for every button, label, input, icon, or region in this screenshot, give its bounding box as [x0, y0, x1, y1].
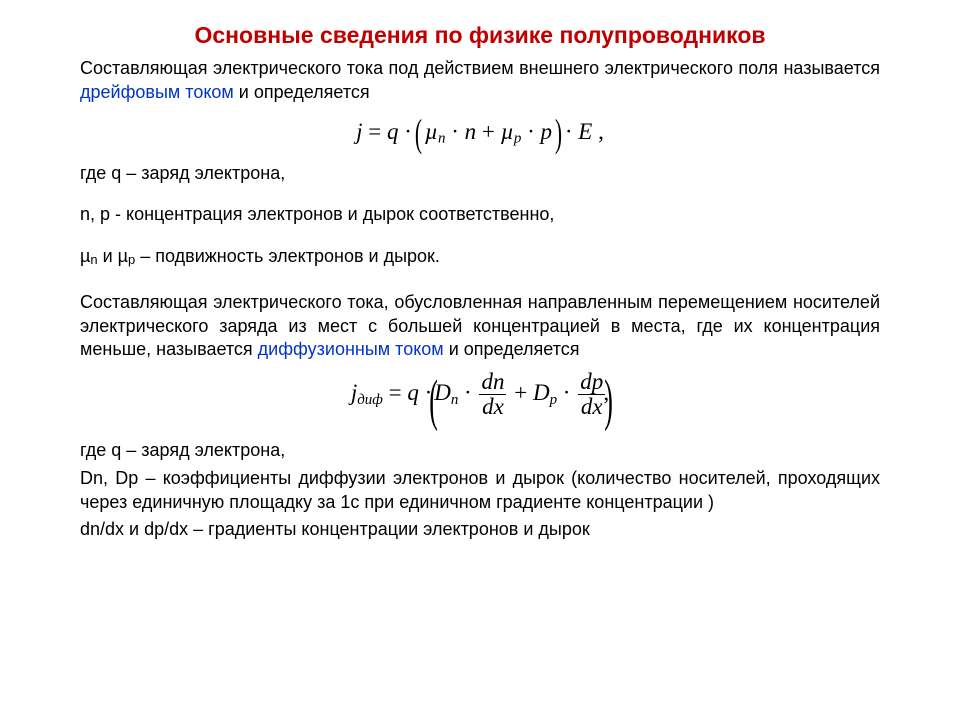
eq2-dx2: dx	[578, 395, 605, 419]
page-title: Основные сведения по физике полупроводни…	[80, 22, 880, 49]
drift-intro-b: и определяется	[234, 82, 370, 102]
equation-diffusion: jдиф = q · ( Dn · dn dx + Dp · dp dx ),	[80, 368, 880, 433]
eq1-j: j	[356, 118, 362, 143]
def-mu-mid: и µ	[98, 246, 128, 266]
eq2-q: q	[407, 380, 419, 405]
def-np: n, p - концентрация электронов и дырок с…	[80, 203, 880, 227]
eq1-n: n	[465, 118, 477, 143]
slide: Основные сведения по физике полупроводни…	[0, 0, 960, 720]
equation-drift: j = q · ( µn · n + µp · p ) · E ,	[80, 111, 880, 156]
def-q-1: где q – заряд электрона,	[80, 162, 880, 186]
eq2-Dn-sub: n	[451, 392, 458, 408]
eq1-E: E	[578, 118, 592, 143]
def-grad: dn/dx и dp/dx – градиенты концентрации э…	[80, 518, 880, 542]
def-mu-a: µ	[80, 246, 90, 266]
eq1-p: p	[541, 118, 553, 143]
drift-term: дрейфовым током	[80, 82, 234, 102]
eq1-mu2-sub: p	[514, 130, 521, 146]
diffusion-intro-b: и определяется	[444, 339, 580, 359]
def-mu-n: n	[90, 252, 97, 267]
eq2-frac-p: dp dx	[578, 370, 605, 419]
diffusion-intro: Составляющая электрического тока, обусло…	[80, 291, 880, 362]
eq2-frac-n: dn dx	[479, 370, 506, 419]
eq2-Dp-sub: p	[550, 392, 557, 408]
eq2-dp: dp	[578, 370, 605, 395]
eq1-q: q	[387, 118, 399, 143]
eq1-mu2: µ	[501, 118, 514, 143]
diffusion-term: диффузионным током	[258, 339, 444, 359]
def-mu-b: – подвижность электронов и дырок.	[135, 246, 440, 266]
def-q-2: где q – заряд электрона,	[80, 439, 880, 463]
drift-intro: Составляющая электрического тока под дей…	[80, 57, 880, 105]
eq2-Dp: D	[533, 380, 550, 405]
eq2-dx1: dx	[479, 395, 506, 419]
eq1-mu1-sub: n	[438, 130, 445, 146]
eq1-tail: ,	[598, 118, 604, 143]
def-D: Dn, Dp – коэффициенты диффузии электроно…	[80, 467, 880, 515]
drift-intro-a: Составляющая электрического тока под дей…	[80, 58, 880, 78]
eq2-j-sub: диф	[357, 392, 383, 408]
eq2-dn: dn	[479, 370, 506, 395]
def-mu: µn и µp – подвижность электронов и дырок…	[80, 245, 880, 269]
eq1-mu1: µ	[425, 118, 438, 143]
